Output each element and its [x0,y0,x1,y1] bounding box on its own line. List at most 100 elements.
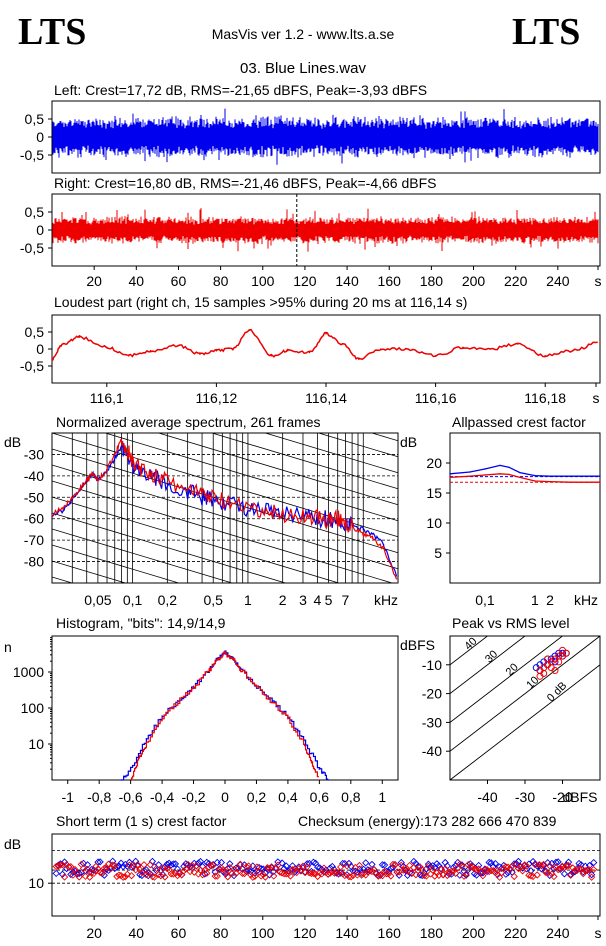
spectrum-point [397,582,398,583]
crest-point-red [265,864,274,873]
crest-point-red [79,864,88,873]
histogram-point [271,702,273,704]
crest-point-red [447,867,456,875]
histogram-point [318,768,321,770]
crest-point-red [393,868,401,876]
allpassed-point [499,473,501,475]
spectrum-slope-line [52,321,398,425]
crest-point-red [355,861,364,870]
crest-point-red [146,861,154,869]
histogram-point [145,738,148,740]
crest-point-blue [550,865,558,873]
time-axis-label: 100 [251,273,275,289]
histogram-title: Histogram, "bits": 14,9/14,9 [56,615,226,631]
crest-point-red [309,869,318,877]
spectrum-point [382,543,385,546]
crest-point-red [236,860,244,868]
crest-point-red [347,873,355,881]
crest-point-red [587,873,596,881]
crest-point-red [134,860,142,869]
crest-point-red [261,873,269,881]
histogram-xtick-label: 0,4 [278,789,298,805]
crest-point-blue [328,862,336,871]
time-axis-label: 240 [546,273,570,289]
crest-point-blue [414,862,422,871]
spectrum-point [371,533,374,535]
histogram-point [232,658,234,661]
peak-rms-diagonals [450,636,600,780]
crest-xtick-label: 100 [251,925,275,941]
time-axis-label: 120 [293,273,317,289]
crest-point-blue [353,868,362,876]
crest-point-red [533,871,541,879]
peak-rms-ytick-label: -40 [422,743,442,759]
crest-point-red [518,867,527,875]
spectrum-xtick-label: 1 [244,592,252,608]
histogram-point [287,718,289,720]
crest-point-blue [67,870,75,879]
right-title: Right: Crest=16,80 dB, RMS=-21,46 dBFS, … [54,175,436,191]
crest-point-blue [247,867,255,876]
crest-point-red [408,869,416,878]
app-title: MasVis ver 1.2 - www.lts.a.se [211,26,395,42]
left-waveform [52,108,599,165]
crest-point-red [567,871,575,879]
loudest-point [517,343,519,345]
crest-point-red [182,865,190,873]
allpassed-point [534,474,536,477]
crest-point-blue [546,871,554,880]
crest-point-blue [512,860,520,868]
spectrum-slope-line [52,448,398,554]
crest-point-red [541,868,550,876]
crest-point-red [267,863,276,871]
crest-point-red [257,872,265,880]
crest-point-red [138,868,146,876]
histogram-point [328,779,330,781]
peak-rms-xtick-label: -30 [515,789,535,805]
crest-point-red [491,869,500,877]
crest-point-red [305,869,313,877]
peak-rms-point-blue [551,658,559,666]
peak-rms-diagonal [450,636,564,723]
allpassed-point [534,480,536,482]
crest-point-blue [360,865,368,873]
crest-point-red [111,862,119,870]
time-axis-label: 160 [378,273,402,289]
crest-point-blue [389,863,397,872]
spectrum-point [86,479,88,481]
spectrum-ytick-label: -70 [24,532,44,548]
crest-point-blue [554,858,562,866]
crest-point-red [203,869,211,877]
histogram-ytick-label: 10 [28,736,44,752]
crest-point-red [242,863,251,871]
crest-point-red [397,861,405,869]
peak-rms-diag-label: 0 dB [545,680,569,704]
crest-point-red [157,872,165,880]
crest-point-red [303,863,311,871]
spectrum-point [397,578,398,580]
spectrum-xtick-label: 4 [313,592,321,608]
crest-point-blue [410,857,418,866]
crest-point-blue [69,868,77,876]
crest-point-red [83,865,92,874]
spectrum-ytick-label: -60 [24,511,44,527]
crest-point-red [169,870,177,878]
checksum-label: Checksum (energy): [298,813,424,829]
crest-title: Short term (1 s) crest factor [56,813,227,829]
spectrum-point [336,518,339,520]
crest-point-red [96,868,104,876]
crest-point-red [479,872,487,880]
loudest-series-path [51,328,598,361]
time-axis-label: 60 [171,273,187,289]
crest-point-red [539,860,548,869]
crest-point-red [403,867,412,875]
peak-rms-diagonal [450,636,600,752]
crest-point-red [144,868,152,877]
crest-xtick-label: 240 [546,925,570,941]
crest-point-blue [203,858,211,866]
loudest-line [51,328,601,361]
crest-point-blue [132,857,140,865]
loudest-point [78,336,81,338]
crest-point-blue [194,859,203,867]
